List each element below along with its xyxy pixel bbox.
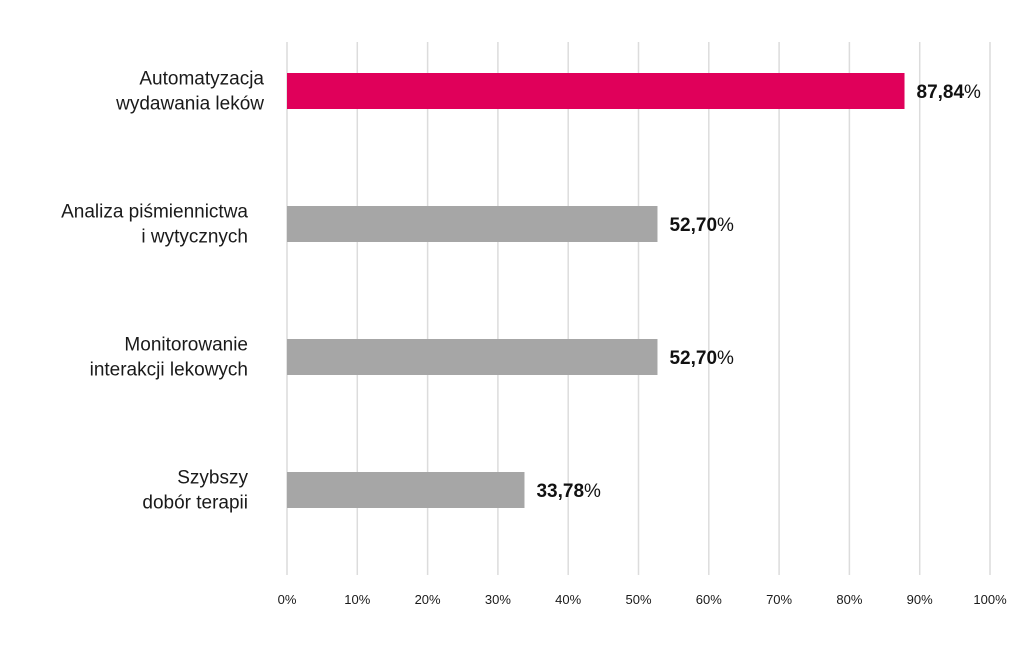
x-tick-label: 10% [344, 592, 370, 607]
category-label: Automatyzacja wydawania leków [115, 69, 264, 115]
x-tick-label: 30% [485, 592, 511, 607]
bar [287, 339, 658, 375]
category-label: Monitorowanie interakcji lekowych [90, 335, 248, 381]
x-tick-label: 80% [836, 592, 862, 607]
value-label: 52,70% [669, 348, 734, 369]
x-tick-label: 90% [907, 592, 933, 607]
category-label: Analiza piśmiennictwa i wytycznych [61, 202, 248, 248]
value-label: 52,70% [669, 215, 734, 236]
value-labels: 87,84% 52,70% 52,70% 33,78% [536, 82, 981, 502]
bars [287, 73, 905, 508]
x-tick-label: 0% [278, 592, 297, 607]
category-labels: Automatyzacja wydawania leków Analiza piśm… [61, 69, 264, 514]
x-axis-ticks: 0% 10% 20% 30% 40% 50% 60% 70% 80% 90% 100% [278, 592, 1007, 607]
value-label: 87,84% [917, 82, 982, 103]
x-tick-label: 50% [625, 592, 651, 607]
grid-lines [286, 42, 991, 575]
value-label: 33,78% [536, 481, 601, 502]
bar [287, 206, 658, 242]
x-tick-label: 40% [555, 592, 581, 607]
x-tick-label: 100% [973, 592, 1007, 607]
bar [287, 472, 525, 508]
x-tick-label: 70% [766, 592, 792, 607]
category-label: Szybszy dobór terapii [142, 468, 248, 514]
bar [287, 73, 905, 109]
x-tick-label: 20% [415, 592, 441, 607]
x-tick-label: 60% [696, 592, 722, 607]
